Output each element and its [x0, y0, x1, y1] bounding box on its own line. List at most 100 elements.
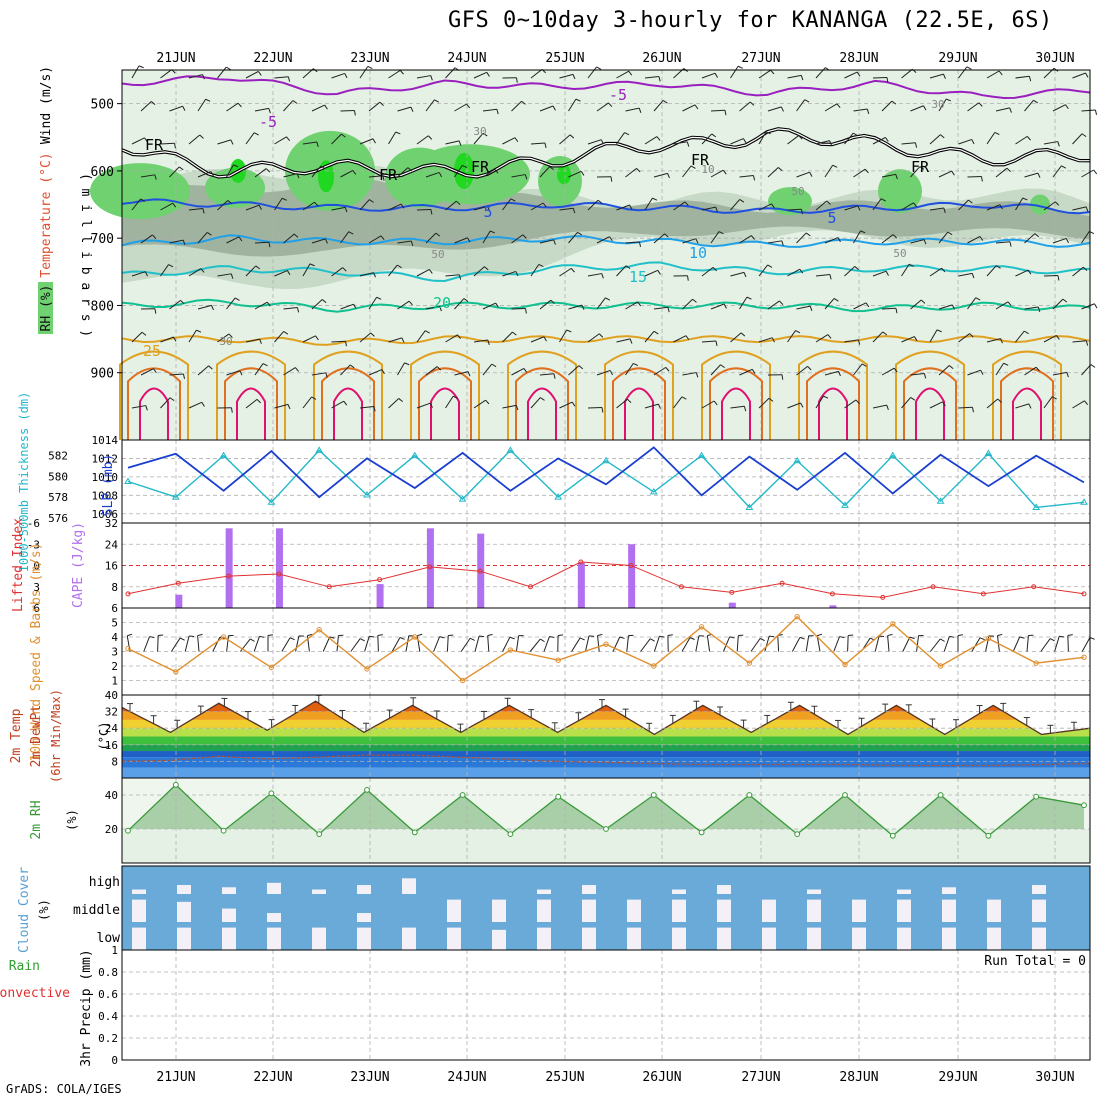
rh-legend-swatch: [38, 282, 53, 334]
wind-barb-flag: [509, 636, 515, 640]
wind-barb: [388, 131, 397, 145]
wind-barb-flag: [495, 302, 499, 308]
wind-barb-flag: [966, 66, 972, 70]
cloud-cover-panel: high middle low Cloud Cover (%): [17, 865, 1091, 953]
rh-marker: [794, 831, 801, 837]
wind-barb-flag: [549, 635, 555, 638]
wind-barb: [331, 267, 343, 277]
wind-barb-flag: [553, 239, 556, 245]
wind-barb-flag: [359, 638, 365, 642]
wind-barb-flag: [230, 273, 234, 279]
wind-barb-flag: [228, 333, 233, 338]
contour-label: -5: [609, 86, 627, 104]
temp-tick-label: 24: [105, 722, 119, 735]
wind-barb-flag: [138, 65, 144, 69]
wind-barb-flag: [569, 134, 575, 139]
cloud-gap: [132, 899, 146, 922]
thickness-marker: [124, 477, 132, 484]
wind-barb: [274, 403, 289, 409]
thickness-marker: [745, 503, 754, 510]
wind-barb: [587, 273, 602, 277]
thickness-marker: [649, 487, 658, 495]
rh-marker: [650, 792, 657, 798]
lifted-marker: [125, 591, 131, 597]
precip-tick-label: 0.6: [98, 988, 118, 1001]
rh-marker: [842, 792, 848, 798]
wind-barb: [425, 366, 438, 376]
wind-barb: [1081, 637, 1091, 652]
wind-barb: [887, 635, 890, 652]
wind-marker: [364, 666, 370, 672]
wind-barb: [710, 364, 721, 376]
wind-barb: [796, 232, 807, 244]
wind-barb: [482, 168, 496, 178]
temp-loop: [721, 387, 751, 440]
wind-barb-flag: [809, 305, 813, 311]
thickness-marker: [315, 446, 324, 453]
wind-barb-flag: [496, 109, 499, 115]
wind-barb: [331, 206, 346, 211]
wind-barb: [815, 67, 826, 79]
wind-barb-flag: [1094, 109, 1098, 116]
cape-bar: [376, 584, 384, 608]
slp-axis-label: SLP (mb): [101, 454, 116, 517]
wind-barb: [397, 106, 412, 112]
date-label-top: 28JUN: [839, 51, 878, 66]
wind-barb: [1012, 636, 1021, 652]
date-label-top: 29JUN: [938, 51, 977, 66]
wind-barb: [1043, 334, 1057, 343]
wind-barb-flag: [226, 66, 231, 71]
wind-barb-flag: [857, 205, 861, 211]
slp-tick-label: 1008: [92, 489, 119, 502]
wind-barb: [938, 304, 953, 310]
wind-barb: [967, 102, 980, 112]
lifted-marker: [930, 584, 936, 590]
wind-barb: [502, 270, 516, 277]
wind-barb: [131, 65, 140, 79]
wind-barb-flag: [197, 633, 203, 637]
date-label-bottom: 28JUN: [839, 1070, 878, 1085]
wind-barb-flag: [144, 137, 148, 143]
wind-barb: [245, 204, 260, 211]
wind-barb-flag: [458, 140, 462, 146]
slp-thickness-panel: 1006 1008 1010 1012 1014 576 578 580 582 SLP (mb)…: [17, 392, 1091, 572]
temp-loop: [701, 350, 771, 440]
wind-barb-flag: [739, 199, 745, 203]
wind-barb-flag: [485, 399, 490, 405]
date-label-bottom: 21JUN: [156, 1070, 195, 1085]
wind-barb-flag: [685, 335, 690, 341]
precip-tick-label: 0: [111, 1054, 118, 1067]
temp-tick-label: 8: [111, 755, 118, 768]
wind-barb: [502, 637, 511, 652]
wind-barb-flag: [234, 297, 240, 301]
wind-barb-flag: [395, 131, 401, 135]
wind-barb: [938, 231, 949, 244]
wind-barb-flag: [864, 168, 869, 174]
wind-barb: [872, 198, 882, 211]
wind-barb: [587, 139, 602, 145]
wind-barb: [559, 401, 573, 409]
cape-bar: [275, 528, 283, 608]
wind-barb-flag: [208, 365, 213, 370]
wind-barb: [824, 164, 834, 178]
wind-barb: [388, 69, 401, 79]
wind-barb: [511, 234, 524, 244]
wind-barb-flag: [695, 372, 699, 378]
wind-barb-flag: [410, 240, 414, 246]
temp-band: [122, 736, 1090, 745]
wind-barb-flag: [629, 204, 633, 210]
wind-barb-flag: [1066, 372, 1069, 378]
wind-barb-flag: [145, 405, 148, 411]
wind-barb-flag: [523, 368, 528, 373]
wind-barb-flag: [809, 171, 813, 177]
wind-barb-flag: [807, 366, 812, 371]
wind-barb-flag: [552, 105, 556, 111]
wind-barb: [140, 368, 154, 376]
date-label-bottom: 23JUN: [350, 1070, 389, 1085]
grads-credit: GrADS: COLA/IGES: [6, 1082, 122, 1096]
cloud-gap: [627, 899, 641, 922]
wind-barb-flag: [980, 176, 983, 182]
cloud-gap: [267, 927, 281, 950]
wind-barb: [1015, 269, 1029, 277]
wind-barb: [938, 365, 950, 376]
